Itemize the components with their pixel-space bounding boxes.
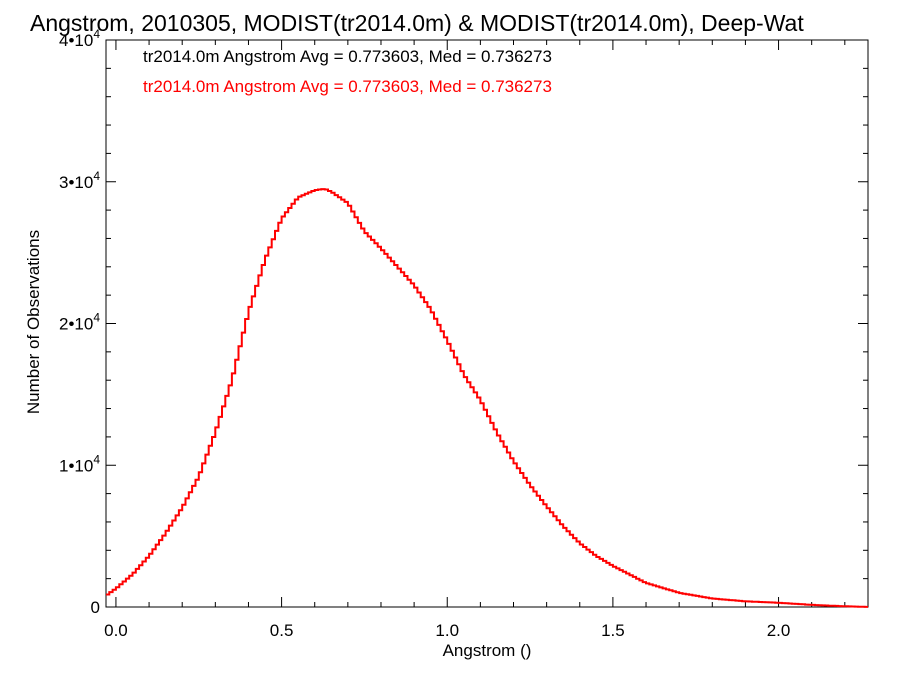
y-tick-label: 1•104 bbox=[59, 452, 100, 475]
x-tick-label: 1.5 bbox=[601, 621, 625, 640]
y-axis: 0 1•104 2•104 3•104 4•104 bbox=[59, 27, 868, 617]
y-axis-label: Number of Observations bbox=[24, 230, 43, 414]
x-axis: 0.0 0.5 1.0 1.5 2.0 bbox=[104, 40, 846, 640]
y-tick-label: 4•104 bbox=[59, 27, 100, 50]
annotation-line-1: tr2014.0m Angstrom Avg = 0.773603, Med =… bbox=[143, 47, 552, 66]
legend-annotations: tr2014.0m Angstrom Avg = 0.773603, Med =… bbox=[143, 47, 552, 96]
plot-frame bbox=[105, 39, 869, 608]
y-tick-label: 0 bbox=[91, 598, 100, 617]
annotation-line-2: tr2014.0m Angstrom Avg = 0.773603, Med =… bbox=[143, 77, 552, 96]
x-tick-label: 0.5 bbox=[270, 621, 294, 640]
x-axis-label: Angstrom () bbox=[443, 641, 532, 660]
series-1-histogram-line bbox=[106, 188, 868, 608]
y-tick-label: 2•104 bbox=[59, 311, 100, 334]
series-layer bbox=[106, 188, 868, 608]
y-tick-label: 3•104 bbox=[59, 169, 100, 192]
x-tick-label: 1.0 bbox=[435, 621, 459, 640]
chart-title: Angstrom, 2010305, MODIST(tr2014.0m) & M… bbox=[30, 10, 804, 36]
x-tick-label: 2.0 bbox=[767, 621, 791, 640]
x-tick-label: 0.0 bbox=[104, 621, 128, 640]
